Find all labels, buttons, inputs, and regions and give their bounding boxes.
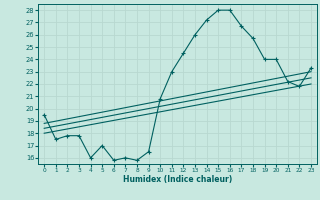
X-axis label: Humidex (Indice chaleur): Humidex (Indice chaleur) xyxy=(123,175,232,184)
